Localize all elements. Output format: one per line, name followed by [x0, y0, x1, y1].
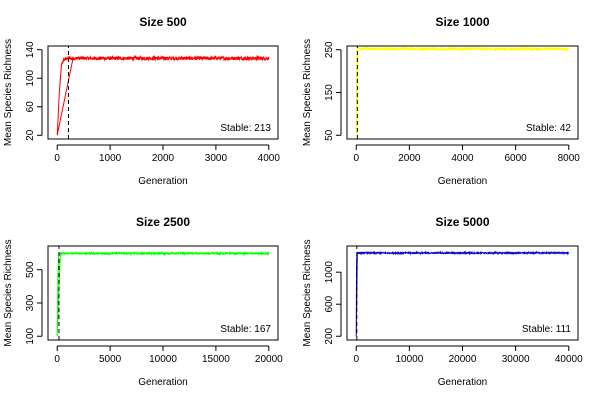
plot-frame [346, 245, 579, 341]
panel-1: Size 500 0 1000 2000 3000 4000 20 60 100 140 Gener… [3, 15, 280, 187]
x-tick-label: 5000 [99, 354, 122, 365]
plot-frame [47, 245, 279, 341]
chart-title: Size 5000 [435, 215, 489, 229]
x-axis-label: Generation [138, 176, 187, 187]
panel-4: Size 5000 0 10000 20000 30000 40000 200 600 1000… [302, 215, 583, 388]
y-axis: 50 150 250 [324, 41, 342, 141]
stable-annotation: Stable: 42 [526, 123, 571, 134]
x-tick-label: 0 [54, 153, 60, 164]
x-axis-label: Generation [138, 377, 187, 388]
x-tick-label: 30000 [502, 354, 530, 365]
y-axis: 200 600 1000 [324, 261, 342, 345]
x-tick-label: 20000 [449, 354, 477, 365]
series-line [56, 54, 270, 136]
y-tick-label: 250 [324, 41, 335, 58]
x-tick-label: 0 [353, 153, 359, 164]
series-line [56, 250, 270, 337]
x-tick-label: 6000 [505, 153, 528, 164]
y-tick-label: 600 [324, 295, 335, 312]
stable-annotation: Stable: 213 [220, 123, 271, 134]
y-tick-label: 100 [25, 69, 36, 86]
y-tick-label: 1000 [324, 261, 335, 284]
y-tick-label: 20 [25, 129, 36, 141]
y-tick-label: 100 [25, 327, 36, 344]
y-tick-label: 140 [25, 41, 36, 58]
stable-annotation: Stable: 111 [522, 324, 572, 335]
x-axis: 0 10000 20000 30000 40000 [353, 345, 583, 365]
chart-title: Size 2500 [136, 215, 190, 229]
x-tick-label: 8000 [558, 153, 581, 164]
x-tick-label: 4000 [258, 153, 281, 164]
y-tick-label: 500 [25, 261, 36, 278]
y-tick-label: 50 [324, 129, 335, 141]
plot-frame [47, 45, 279, 140]
x-tick-label: 1000 [99, 153, 122, 164]
x-axis-label: Generation [438, 377, 487, 388]
series-line [355, 250, 570, 337]
x-tick-label: 2000 [152, 153, 175, 164]
y-tick-label: 300 [25, 294, 36, 311]
stable-annotation: Stable: 167 [220, 324, 271, 335]
y-axis: 100 300 500 [25, 261, 43, 345]
y-axis: 20 60 100 140 [25, 41, 43, 141]
y-axis-label: Mean Species Richness [302, 239, 313, 346]
x-tick-label: 4000 [451, 153, 474, 164]
x-tick-label: 0 [54, 354, 60, 365]
plot-frame [346, 45, 579, 140]
y-tick-label: 60 [25, 101, 36, 113]
y-tick-label: 150 [324, 84, 335, 101]
y-axis-label: Mean Species Richness [3, 39, 14, 146]
x-axis: 0 1000 2000 3000 4000 [54, 144, 281, 164]
x-tick-label: 20000 [255, 354, 283, 365]
x-tick-label: 10000 [395, 354, 423, 365]
panel-3: Size 2500 0 5000 10000 15000 20000 100 300 500 Ge… [3, 215, 283, 388]
x-tick-label: 10000 [149, 354, 177, 365]
x-axis: 0 2000 4000 6000 8000 [353, 144, 581, 164]
x-tick-label: 0 [353, 354, 359, 365]
x-tick-label: 15000 [202, 354, 230, 365]
x-tick-label: 3000 [205, 153, 228, 164]
x-tick-label: 2000 [398, 153, 421, 164]
panel-2: Size 1000 0 2000 4000 6000 8000 50 150 250 Genera… [302, 15, 580, 187]
x-axis: 0 5000 10000 15000 20000 [54, 345, 283, 365]
y-axis-label: Mean Species Richness [3, 239, 14, 346]
x-tick-label: 40000 [555, 354, 583, 365]
series-line [355, 45, 569, 136]
y-axis-label: Mean Species Richness [302, 39, 313, 146]
x-axis-label: Generation [438, 176, 487, 187]
chart-title: Size 1000 [435, 15, 489, 29]
chart-title: Size 500 [139, 15, 187, 29]
y-tick-label: 200 [324, 327, 335, 344]
